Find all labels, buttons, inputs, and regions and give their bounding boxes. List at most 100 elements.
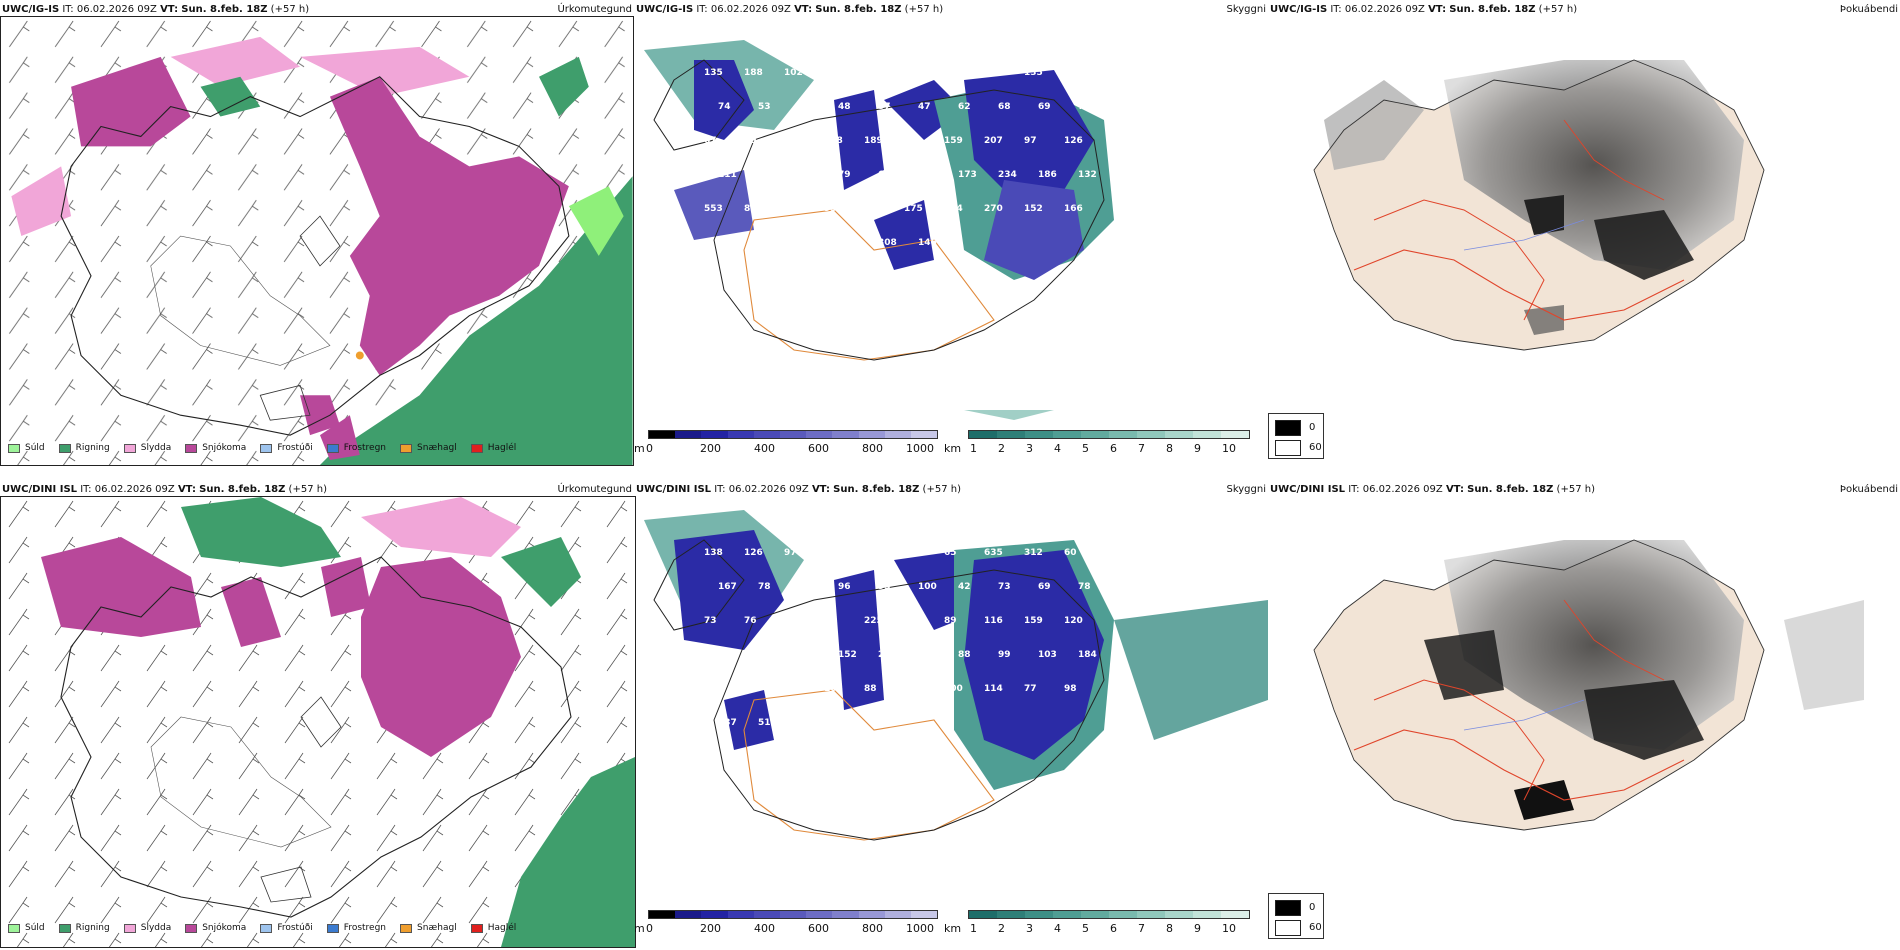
cloud-base-label: 108 xyxy=(824,684,843,694)
panel-title: Skyggni xyxy=(1226,484,1266,495)
cloud-base-label: 60 xyxy=(1064,548,1077,558)
cloud-base-label: 234 xyxy=(998,170,1017,180)
cloud-base-label: 92 xyxy=(904,136,917,146)
cloud-base-label: 93 xyxy=(824,204,837,214)
cloud-base-label: 152 xyxy=(1024,204,1043,214)
cloud-base-label: 137 xyxy=(718,718,737,728)
cloud-base-label: 116 xyxy=(984,616,1003,626)
cloud-base-label: 100 xyxy=(918,582,937,592)
cloud-base-label: 47 xyxy=(918,102,931,112)
cloud-base-label: 78 xyxy=(1078,582,1091,592)
cloud-base-label: 103 xyxy=(718,238,737,248)
cloud-base-label: 186 xyxy=(1038,170,1057,180)
cloud-base-label: 312 xyxy=(1024,548,1043,558)
cloud-base-label: 96 xyxy=(838,582,851,592)
fog-panel: UWC/DINI ISL IT: 06.02.2026 09Z VT: Sun.… xyxy=(1268,480,1900,950)
cloud-base-label: 126 xyxy=(1064,136,1083,146)
vt-value: Sun. 8.feb. 18Z xyxy=(181,4,268,15)
cloud-base-label: 182 xyxy=(864,68,883,78)
cloud-base-label: 114 xyxy=(984,684,1003,694)
fog-legend: 0 60 xyxy=(1268,413,1324,459)
cloud-base-label: 212 xyxy=(918,650,937,660)
cloud-base-label: 48 xyxy=(838,102,851,112)
legend-item: Snjókoma xyxy=(185,923,246,933)
cloud-base-label: 73 xyxy=(704,616,717,626)
legend-swatch xyxy=(123,443,136,453)
cloud-base-label: 42 xyxy=(958,582,971,592)
cloud-base-label: 103 xyxy=(1038,650,1057,660)
visibility-colorbar: km 1 2 3 4 5 6 7 8 9 10 xyxy=(944,910,1254,940)
legend-swatch xyxy=(260,443,273,453)
cloud-base-label: 88 xyxy=(958,650,971,660)
cloud-base-label: 89 xyxy=(944,616,957,626)
cloud-base-label: 188 xyxy=(744,68,763,78)
precip-legend: Súld Rigning Slydda Snjókoma Frostúði Fr… xyxy=(8,443,530,453)
cloud-base-label: 100 xyxy=(944,684,963,694)
cloud-base-label: 74 xyxy=(718,102,731,112)
legend-swatch xyxy=(58,443,71,453)
legend-item: Frostregn xyxy=(326,923,386,933)
panel-header: UWC/IG-IS IT: 06.02.2026 09Z VT: Sun. 8.… xyxy=(636,4,1266,15)
cloud-base-label: 69 xyxy=(1038,102,1051,112)
cloud-base-label: 78 xyxy=(824,548,837,558)
cloud-base-label: 51 xyxy=(758,718,771,728)
cloud-base-label: 158 xyxy=(904,616,923,626)
legend-swatch xyxy=(400,443,413,453)
cloud-base-label: 244 xyxy=(944,204,963,214)
cloud-base-label: 120 xyxy=(1064,616,1083,626)
cloud-base-label: 126 xyxy=(744,548,763,558)
cloud-base-label: 132 xyxy=(718,650,737,660)
cloud-base-label: 135 xyxy=(704,68,723,78)
cloud-base-label: 268 xyxy=(864,204,883,214)
panel-title: Skyggni xyxy=(1226,4,1266,15)
panel-header: UWC/DINI ISL IT: 06.02.2026 09Z VT: Sun.… xyxy=(2,484,632,495)
cloud-base-label: 225 xyxy=(864,616,883,626)
cloud-base-label: 166 xyxy=(1064,204,1083,214)
cloud-base-label: 116 xyxy=(758,170,777,180)
cloud-base-label: 66 xyxy=(878,170,891,180)
cloud-base-label: 635 xyxy=(984,548,1003,558)
fog-panel: UWC/IG-IS IT: 06.02.2026 09Z VT: Sun. 8.… xyxy=(1268,0,1900,470)
cloud-map: 138 126 97 78 339 83 65 635 312 60 167 78 85 96 93 100 4… xyxy=(644,510,1268,841)
cloud-base-label: 99 xyxy=(784,616,797,626)
cloud-base-label: 76 xyxy=(744,616,757,626)
panel-title: Þokuábendi xyxy=(1839,4,1898,15)
legend-item: Snæhagl xyxy=(400,923,457,933)
cloud-base-label: 102 xyxy=(784,68,803,78)
lead-time: (+57 h) xyxy=(270,4,310,15)
legend-item: Rigning xyxy=(58,443,110,453)
legend-item: Frostúði xyxy=(260,443,313,453)
legend-item: Frostúði xyxy=(260,923,313,933)
legend-item: Slydda xyxy=(123,443,171,453)
cloud-base-label: 270 xyxy=(984,204,1003,214)
model-name: UWC/DINI ISL xyxy=(2,484,78,495)
cloud-base-label: 69 xyxy=(1038,582,1051,592)
cloud-base-label: 37 xyxy=(878,102,891,112)
cloud-base-label: 135 xyxy=(1024,68,1043,78)
legend-item: Súld xyxy=(8,923,45,933)
model-name: UWC/DINI ISL xyxy=(636,484,712,495)
cloud-base-label: 79 xyxy=(744,136,757,146)
cloud-base-label: 93 xyxy=(878,582,891,592)
visibility-colorbar: km 1 2 3 4 5 6 7 8 9 10 xyxy=(944,430,1254,460)
panel-header: UWC/IG-IS IT: 06.02.2026 09Z VT: Sun. 8.… xyxy=(0,0,634,20)
cloud-base-label: 98 xyxy=(1064,684,1077,694)
legend-item: Haglél xyxy=(470,923,516,933)
legend-item: Slydda xyxy=(123,923,171,933)
cloud-base-label: 99 xyxy=(824,616,837,626)
cloud-base-label: 97 xyxy=(784,548,797,558)
precip-panel: UWC/IG-IS IT: 06.02.2026 09Z VT: Sun. 8.… xyxy=(0,0,634,470)
model-name: UWC/IG-IS xyxy=(1270,4,1328,15)
cloud-base-label: 68 xyxy=(998,102,1011,112)
cloud-base-label: 109 xyxy=(798,238,817,248)
model-name: UWC/DINI ISL xyxy=(1270,484,1346,495)
cloud-base-label: 158 xyxy=(824,68,843,78)
cloud-base-label: 152 xyxy=(838,650,857,660)
cloud-base-label: 240 xyxy=(704,684,723,694)
legend-swatch xyxy=(8,443,20,453)
cloud-base-label: 138 xyxy=(704,548,723,558)
row-0: UWC/IG-IS IT: 06.02.2026 09Z VT: Sun. 8.… xyxy=(0,0,1900,470)
cloud-base-label: 78 xyxy=(758,582,771,592)
precip-panel: UWC/DINI ISL IT: 06.02.2026 09Z VT: Sun.… xyxy=(0,480,636,950)
legend-item: Snjókoma xyxy=(185,443,246,453)
